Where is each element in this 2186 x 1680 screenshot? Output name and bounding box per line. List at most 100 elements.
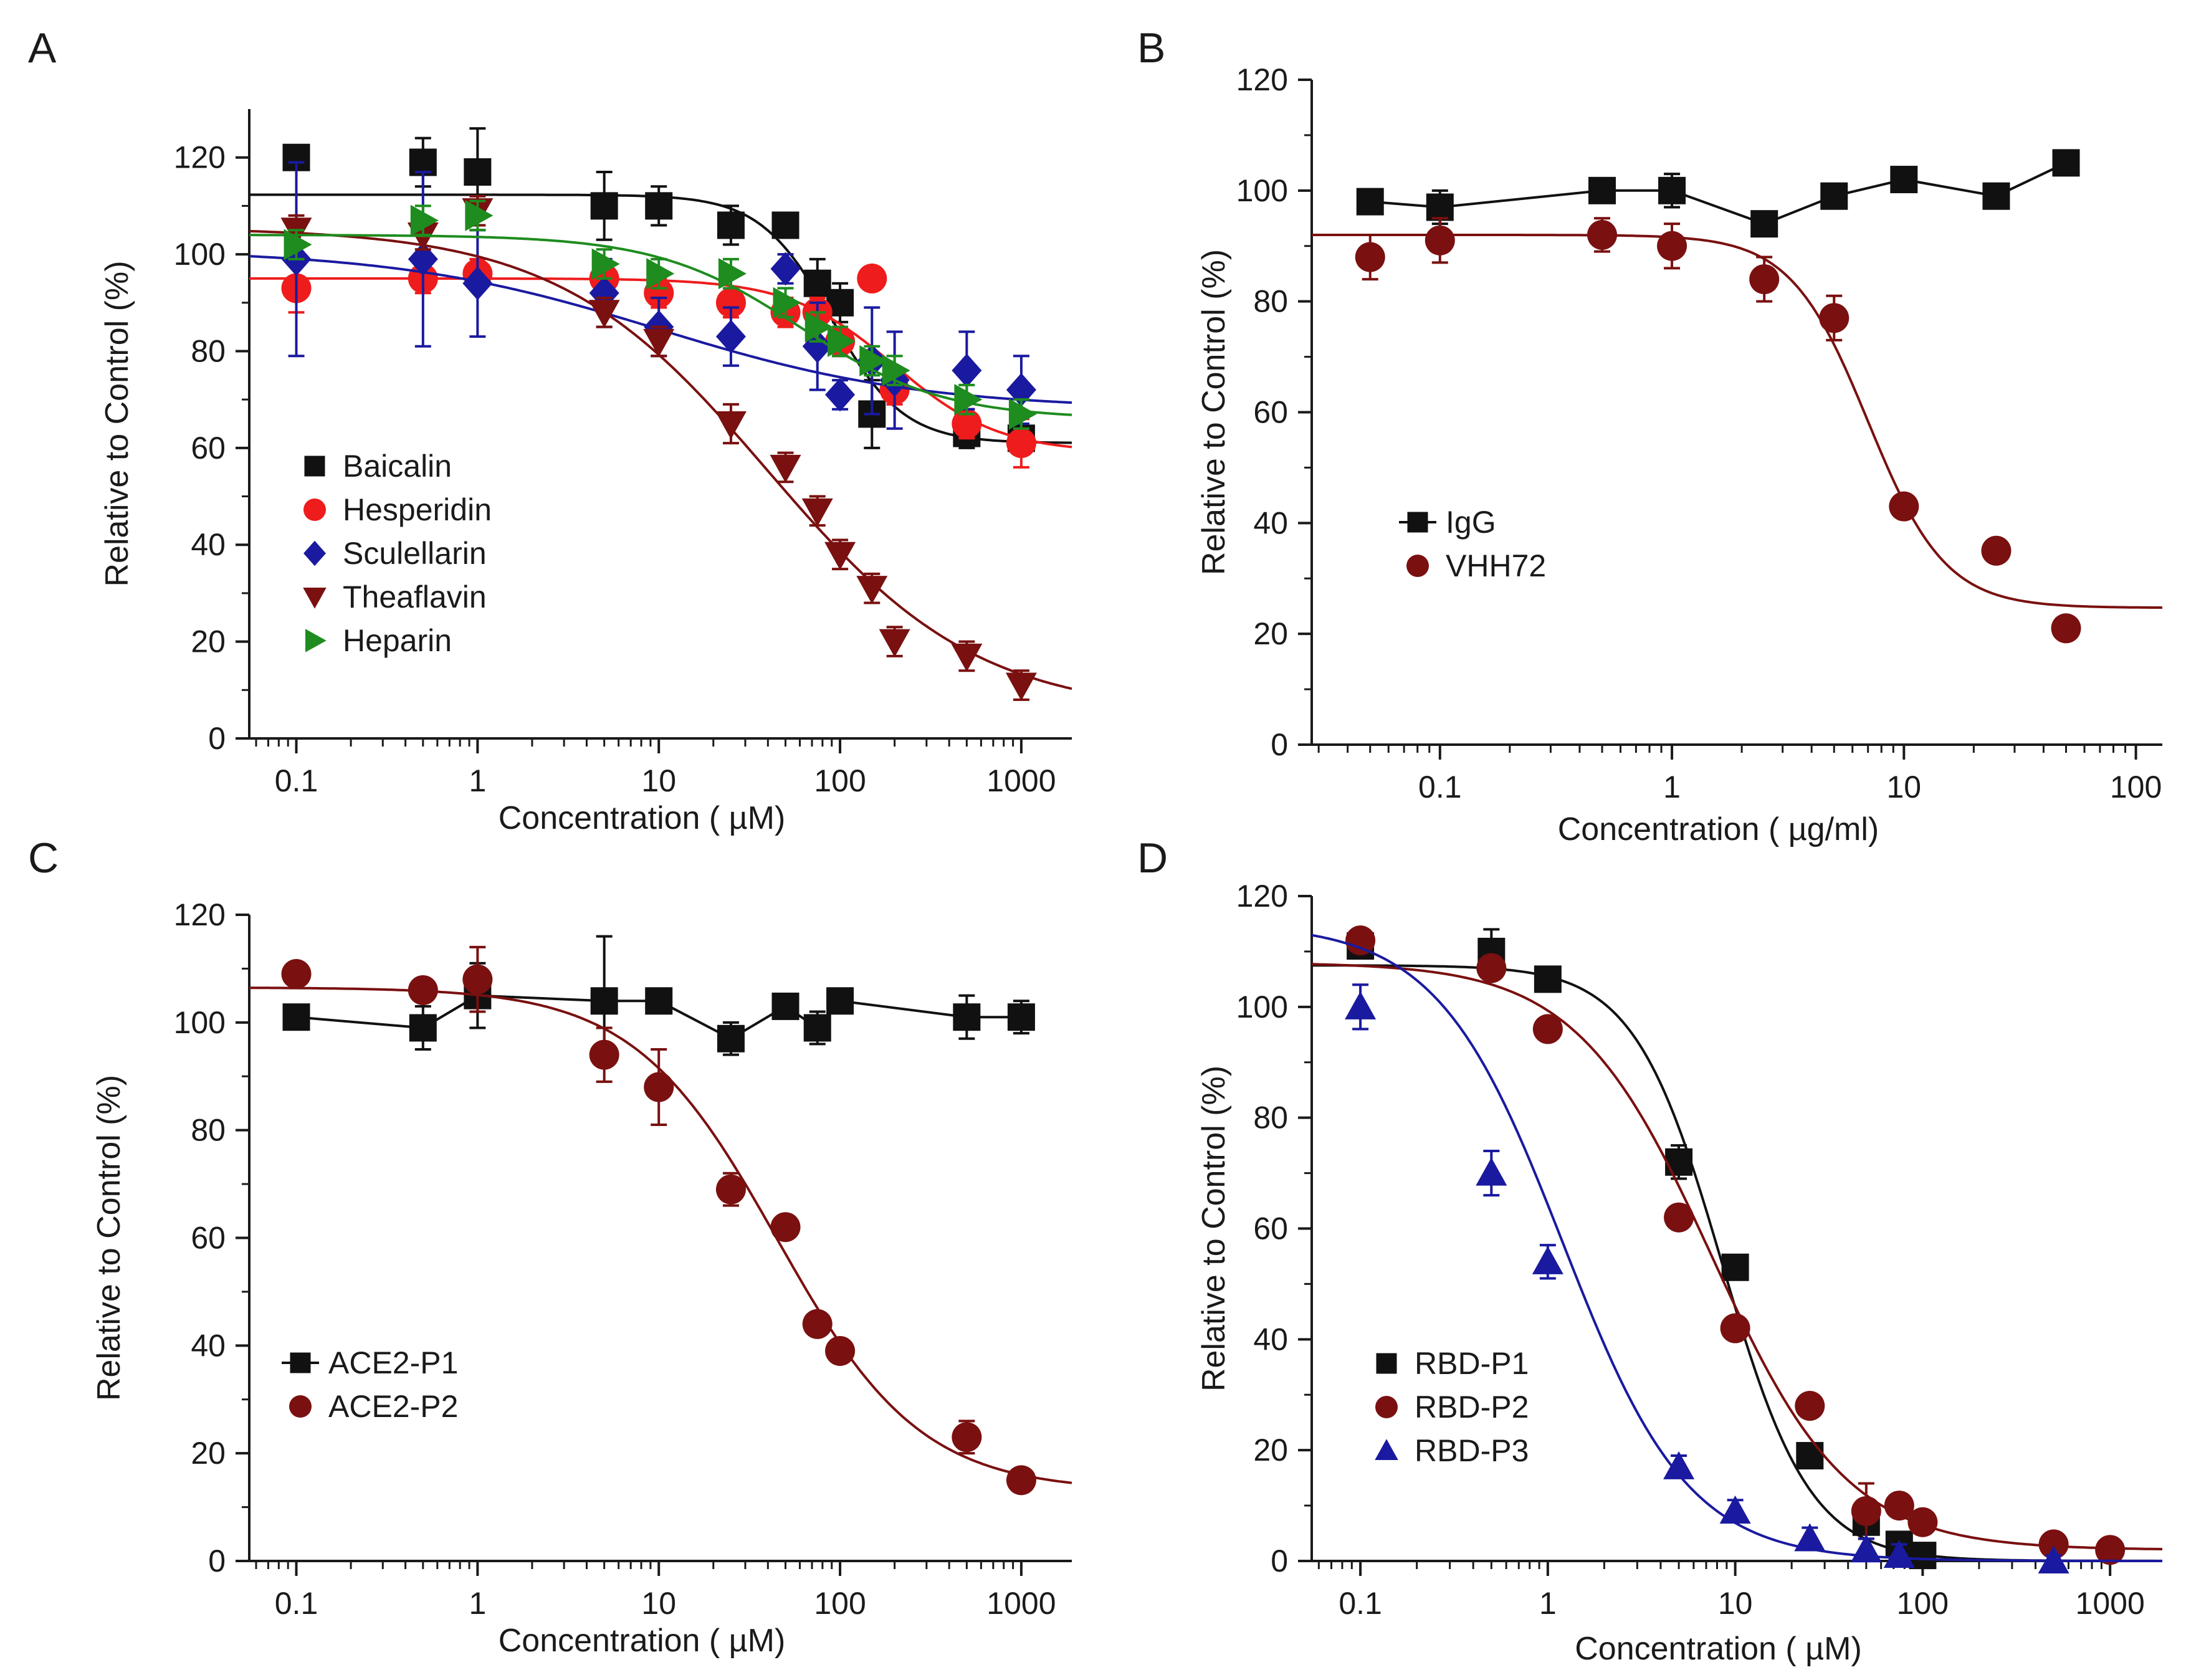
panel-c-point-ace2-p1: [590, 987, 618, 1015]
panel-d-x-tick-label: 100: [1897, 1586, 1949, 1621]
panel-a-point-heparin: [828, 325, 856, 357]
panel-d-y-tick-label: 60: [1253, 1211, 1288, 1246]
panel-a-point-theaflavin: [951, 643, 983, 672]
panel-a-point-heparin: [954, 384, 983, 416]
panel-a-legend-label-sculellarin: Sculellarin: [343, 536, 487, 571]
panel-a-legend-marker-heparin: [305, 629, 327, 652]
panel-b-point-vhh72: [1425, 225, 1455, 255]
panel-d-x-tick-label: 1: [1539, 1586, 1557, 1621]
panel-d-y-tick-label: 20: [1253, 1433, 1288, 1468]
panel-c-y-tick-label: 120: [174, 897, 226, 932]
panel-c-legend-label-ace2-p1: ACE2-P1: [328, 1345, 458, 1380]
panel-c-y-tick-label: 80: [191, 1113, 226, 1148]
panel-a-point-heparin: [410, 204, 439, 236]
panel-b-point-vhh72: [1819, 303, 1850, 333]
panel-c-point-ace2-p1: [645, 987, 673, 1015]
panel-b-point-vhh72: [1587, 219, 1618, 250]
panel-b-y-axis-title: Relative to Control (%): [1196, 249, 1232, 575]
panel-d-point-rbd-p2: [1664, 1202, 1694, 1233]
panel-b-point-igg: [1890, 166, 1918, 194]
panel-a-point-sculellarin: [825, 378, 856, 412]
panel-c-point-ace2-p1: [1007, 1003, 1035, 1031]
panel-d-fit-curve-rbd-p3: [1311, 933, 2162, 1562]
panel-a-point-theaflavin: [801, 498, 833, 527]
panel-d-x-tick-label: 0.1: [1339, 1586, 1382, 1621]
panel-a-point-heparin: [718, 258, 747, 290]
panel-a-x-tick-label: 1000: [986, 763, 1056, 798]
panel-a-y-tick-label: 0: [208, 721, 226, 756]
panel-a-series-sculellarin: [249, 161, 1072, 430]
panel-b-point-vhh72: [1981, 535, 2012, 566]
panel-b-y-tick-label: 120: [1236, 62, 1288, 97]
panel-a-point-theaflavin: [588, 300, 620, 328]
panel-a-point-theaflavin: [715, 411, 747, 439]
panel-d-point-rbd-p3: [1345, 991, 1377, 1019]
panel-c-series-ace2-p1: [282, 935, 1035, 1067]
panel-b-legend-marker-vhh72: [1406, 555, 1429, 577]
panel-c-point-ace2-p2: [952, 1422, 982, 1453]
panel-c-point-ace2-p2: [1006, 1465, 1036, 1496]
panel-d-point-rbd-p2: [1884, 1491, 1914, 1521]
panel-c-point-ace2-p2: [281, 959, 312, 990]
panel-c-point-ace2-p1: [282, 1003, 310, 1031]
panel-a-x-axis-title: Concentration ( µM): [499, 800, 786, 836]
panel-a-x-tick-label: 1: [469, 763, 486, 798]
panel-a-point-heparin: [859, 345, 888, 376]
panel-c-fit-curve-ace2-p2: [249, 986, 1072, 1484]
panel-a-series-heparin: [249, 199, 1072, 430]
panel-a-point-hesperidin: [952, 409, 982, 439]
panel-c-point-ace2-p2: [462, 964, 493, 995]
panel-b-letter: B: [1137, 24, 1165, 72]
panel-c-y-tick-label: 20: [191, 1436, 226, 1471]
panel-d-point-rbd-p2: [1532, 1014, 1563, 1044]
panel-d-x-axis-title: Concentration ( µM): [1575, 1631, 1862, 1667]
panel-d-legend-entry-rbd-p1: RBD-P1: [1376, 1346, 1529, 1381]
panel-b-y-tick-label: 20: [1253, 616, 1288, 651]
panel-b-y-tick-label: 100: [1236, 173, 1288, 208]
panel-b-series-igg: [1356, 149, 2080, 238]
panel-a-point-theaflavin: [824, 542, 856, 570]
panel-a-legend-entry-sculellarin: Sculellarin: [303, 536, 487, 571]
panel-d-legend-marker-rbd-p3: [1375, 1439, 1398, 1460]
panel-a-point-heparin: [591, 248, 620, 280]
panel-a-x-tick-label: 100: [814, 763, 866, 798]
panel-d-point-rbd-p2: [2038, 1529, 2069, 1560]
panel-b-point-igg: [1658, 176, 1686, 204]
panel-d-x-tick-label: 10: [1718, 1586, 1753, 1621]
panel-c-x-tick-label: 1: [469, 1586, 486, 1621]
panel-b-point-igg: [1426, 193, 1454, 221]
panel-b-point-vhh72: [1889, 491, 1919, 522]
panel-d-y-tick-label: 0: [1271, 1544, 1288, 1578]
panel-a-y-tick-label: 60: [191, 431, 226, 465]
panel-c-legend-entry-ace2-p1: ACE2-P1: [282, 1345, 458, 1380]
panel-c-y-tick-label: 0: [208, 1544, 226, 1578]
panel-b-point-igg: [1982, 182, 2010, 210]
panel-c-point-ace2-p1: [803, 1014, 831, 1042]
panel-b-y-tick-label: 80: [1253, 284, 1288, 319]
panel-c-series-ace2-p2: [249, 945, 1072, 1496]
panel-a-point-heparin: [804, 311, 833, 343]
panel-a-series-hesperidin: [249, 257, 1072, 469]
panel-c-x-tick-label: 0.1: [275, 1586, 318, 1621]
panel-a-x-tick-label: 0.1: [275, 763, 318, 798]
panel-c-legend-marker-ace2-p1: [290, 1352, 311, 1373]
panel-d-series-rbd-p3: [1311, 933, 2162, 1573]
panel-d-y-axis-title: Relative to Control (%): [1196, 1066, 1232, 1391]
panel-d-legend-marker-rbd-p2: [1375, 1396, 1398, 1418]
panel-c-x-axis-title: Concentration ( µM): [499, 1623, 786, 1659]
panel-c-point-ace2-p2: [408, 975, 438, 1005]
panel-b-point-igg: [1820, 182, 1848, 210]
panel-b-connect-line-igg: [1370, 161, 2067, 226]
panel-b-x-tick-label: 1: [1663, 770, 1681, 804]
panel-d-x-tick-label: 1000: [2076, 1586, 2145, 1621]
panel-d-point-rbd-p1: [1796, 1442, 1824, 1470]
panel-a-letter: A: [28, 24, 57, 72]
panel-c-point-ace2-p1: [771, 992, 799, 1020]
panel-c-y-tick-label: 60: [191, 1221, 226, 1256]
panel-b-point-vhh72: [1355, 242, 1385, 272]
panel-a-point-sculellarin: [462, 266, 493, 300]
panel-b-y-tick-label: 40: [1253, 505, 1288, 540]
panel-a-point-hesperidin: [1006, 428, 1036, 459]
panel-d-point-rbd-p2: [1851, 1496, 1881, 1526]
